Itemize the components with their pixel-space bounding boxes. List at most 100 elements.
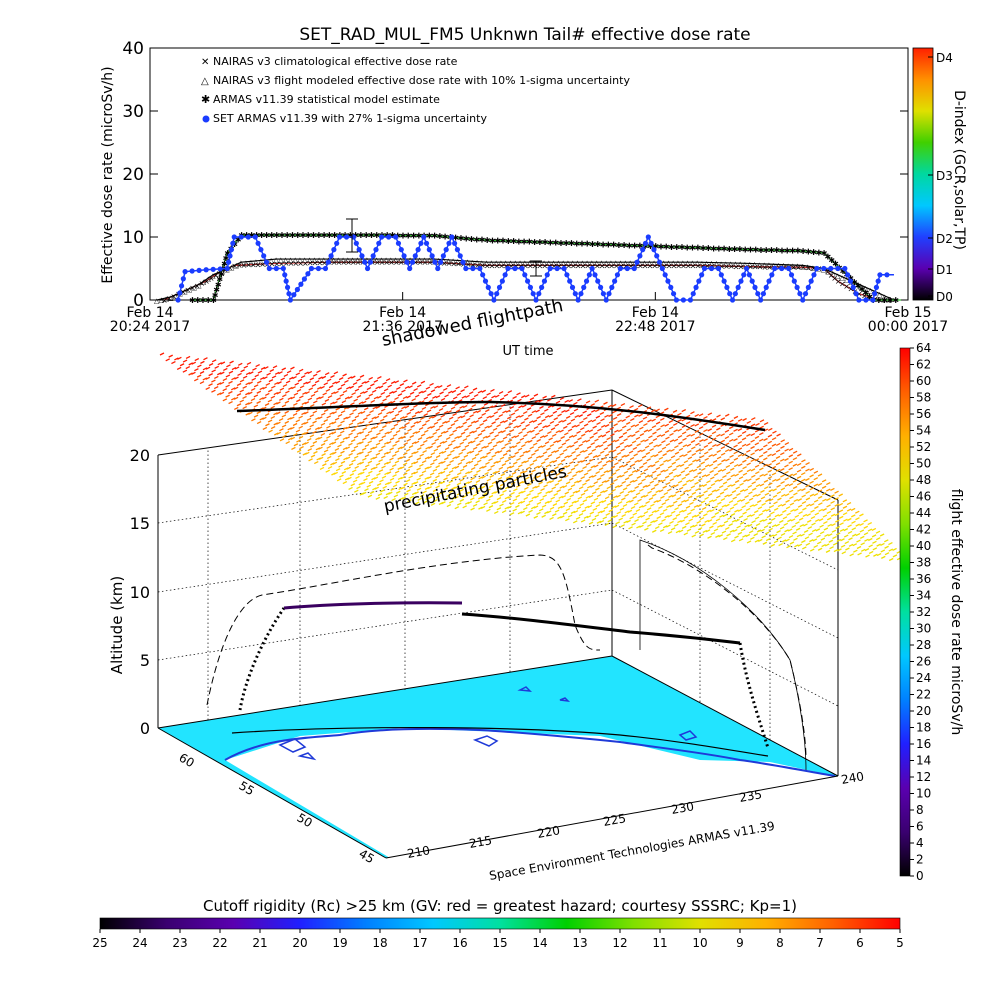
legend-label: SET ARMAS v11.39 with 27% 1-sigma uncert…: [213, 112, 487, 125]
particle-dash: [621, 513, 626, 518]
particle-dash: [495, 470, 501, 474]
particle-dash: [533, 393, 539, 397]
particle-dash: [299, 385, 305, 389]
particle-dash: [730, 539, 736, 543]
particle-dash: [353, 489, 359, 493]
particle-dash: [288, 386, 293, 390]
particle-dash: [750, 536, 755, 540]
particle-dash: [776, 530, 781, 534]
series-marker: [631, 265, 637, 272]
particle-dash: [273, 432, 279, 436]
particle-dash: [548, 437, 553, 441]
particle-dash: [664, 515, 670, 519]
particle-dash: [256, 421, 262, 425]
particle-dash: [479, 466, 484, 470]
series-marker: [760, 291, 767, 297]
particle-dash: [484, 445, 489, 449]
particle-dash: [817, 547, 823, 551]
particle-dash: [462, 485, 467, 489]
particle-dash: [467, 407, 473, 411]
series-marker: [227, 253, 233, 259]
particle-dash: [626, 428, 632, 432]
particle-dash: [315, 447, 321, 451]
series-marker: ×: [217, 268, 224, 277]
particle-dash: [450, 423, 456, 427]
particle-dash: [754, 539, 760, 543]
particle-dash: [617, 428, 623, 433]
particle-dash: [632, 495, 638, 500]
series-marker: ×: [651, 261, 658, 270]
particle-dash: [607, 469, 612, 473]
series-marker: △: [795, 262, 801, 270]
particle-dash: [547, 453, 553, 458]
series-marker: ✱: [463, 234, 470, 243]
particle-dash: [375, 405, 381, 409]
particle-dash: [608, 420, 614, 424]
particle-dash: [651, 493, 657, 497]
particle-dash: [462, 438, 468, 442]
particle-dash: [425, 419, 430, 423]
particle-dash: [784, 464, 789, 468]
particle-dash: [577, 437, 582, 441]
particle-dash: [836, 538, 842, 542]
series-marker: [609, 284, 615, 290]
particle-dash: [829, 546, 834, 550]
series-marker: ✱: [310, 231, 317, 240]
particle-dash: [573, 440, 579, 445]
dindex-colorbar: [912, 47, 934, 301]
particle-dash: [654, 509, 660, 513]
particle-dash: [842, 505, 848, 509]
particle-dash: [733, 428, 738, 432]
series-marker: ✱: [223, 254, 230, 263]
particle-dash: [271, 375, 277, 379]
particle-dash: [678, 529, 684, 533]
particle-dash: [703, 444, 709, 449]
series-marker: [331, 247, 337, 253]
particle-dash: [470, 477, 475, 481]
particle-dash: [838, 515, 844, 519]
particle-dash: [678, 447, 684, 452]
particle-dash: [679, 454, 684, 458]
series-marker: ✱: [855, 281, 862, 290]
particle-dash: [446, 493, 451, 498]
particle-dash: [365, 397, 370, 401]
particle-dash: [289, 416, 295, 420]
series-marker: [680, 297, 687, 303]
particle-dash: [823, 527, 829, 531]
series-marker: △: [671, 259, 677, 267]
series-marker: [659, 265, 665, 272]
series-marker: ×: [255, 260, 262, 269]
particle-dash: [337, 444, 342, 448]
particle-dash: [699, 454, 705, 459]
particle-dash: [469, 414, 474, 418]
series-line: [163, 261, 894, 301]
series-marker: ✱: [248, 231, 255, 240]
particle-dash: [780, 532, 786, 536]
particle-dash: [637, 482, 643, 486]
particle-dash: [259, 387, 265, 391]
particle-dash: [542, 494, 547, 498]
particle-dash: [478, 476, 484, 480]
particle-dash: [512, 444, 518, 449]
particle-dash: [578, 486, 584, 490]
particle-dash: [565, 409, 570, 413]
series-marker: △: [182, 288, 188, 296]
particle-dash: [446, 463, 451, 467]
series-marker: △: [508, 259, 514, 267]
particle-dash: [839, 522, 844, 526]
particle-dash: [675, 490, 680, 494]
particle-dash: [678, 509, 684, 514]
series-marker: [561, 265, 567, 272]
series-marker: [210, 266, 216, 272]
particle-dash: [746, 462, 751, 466]
particle-dash: [567, 514, 573, 518]
particle-dash: [706, 480, 711, 484]
particle-dash: [741, 443, 747, 447]
particle-dash: [568, 504, 574, 508]
particle-dash: [481, 445, 486, 450]
particle-dash: [486, 392, 491, 396]
particle-dash: [608, 449, 613, 454]
series-marker: [418, 240, 424, 246]
particle-dash: [544, 500, 550, 505]
particle-dash: [593, 481, 599, 485]
